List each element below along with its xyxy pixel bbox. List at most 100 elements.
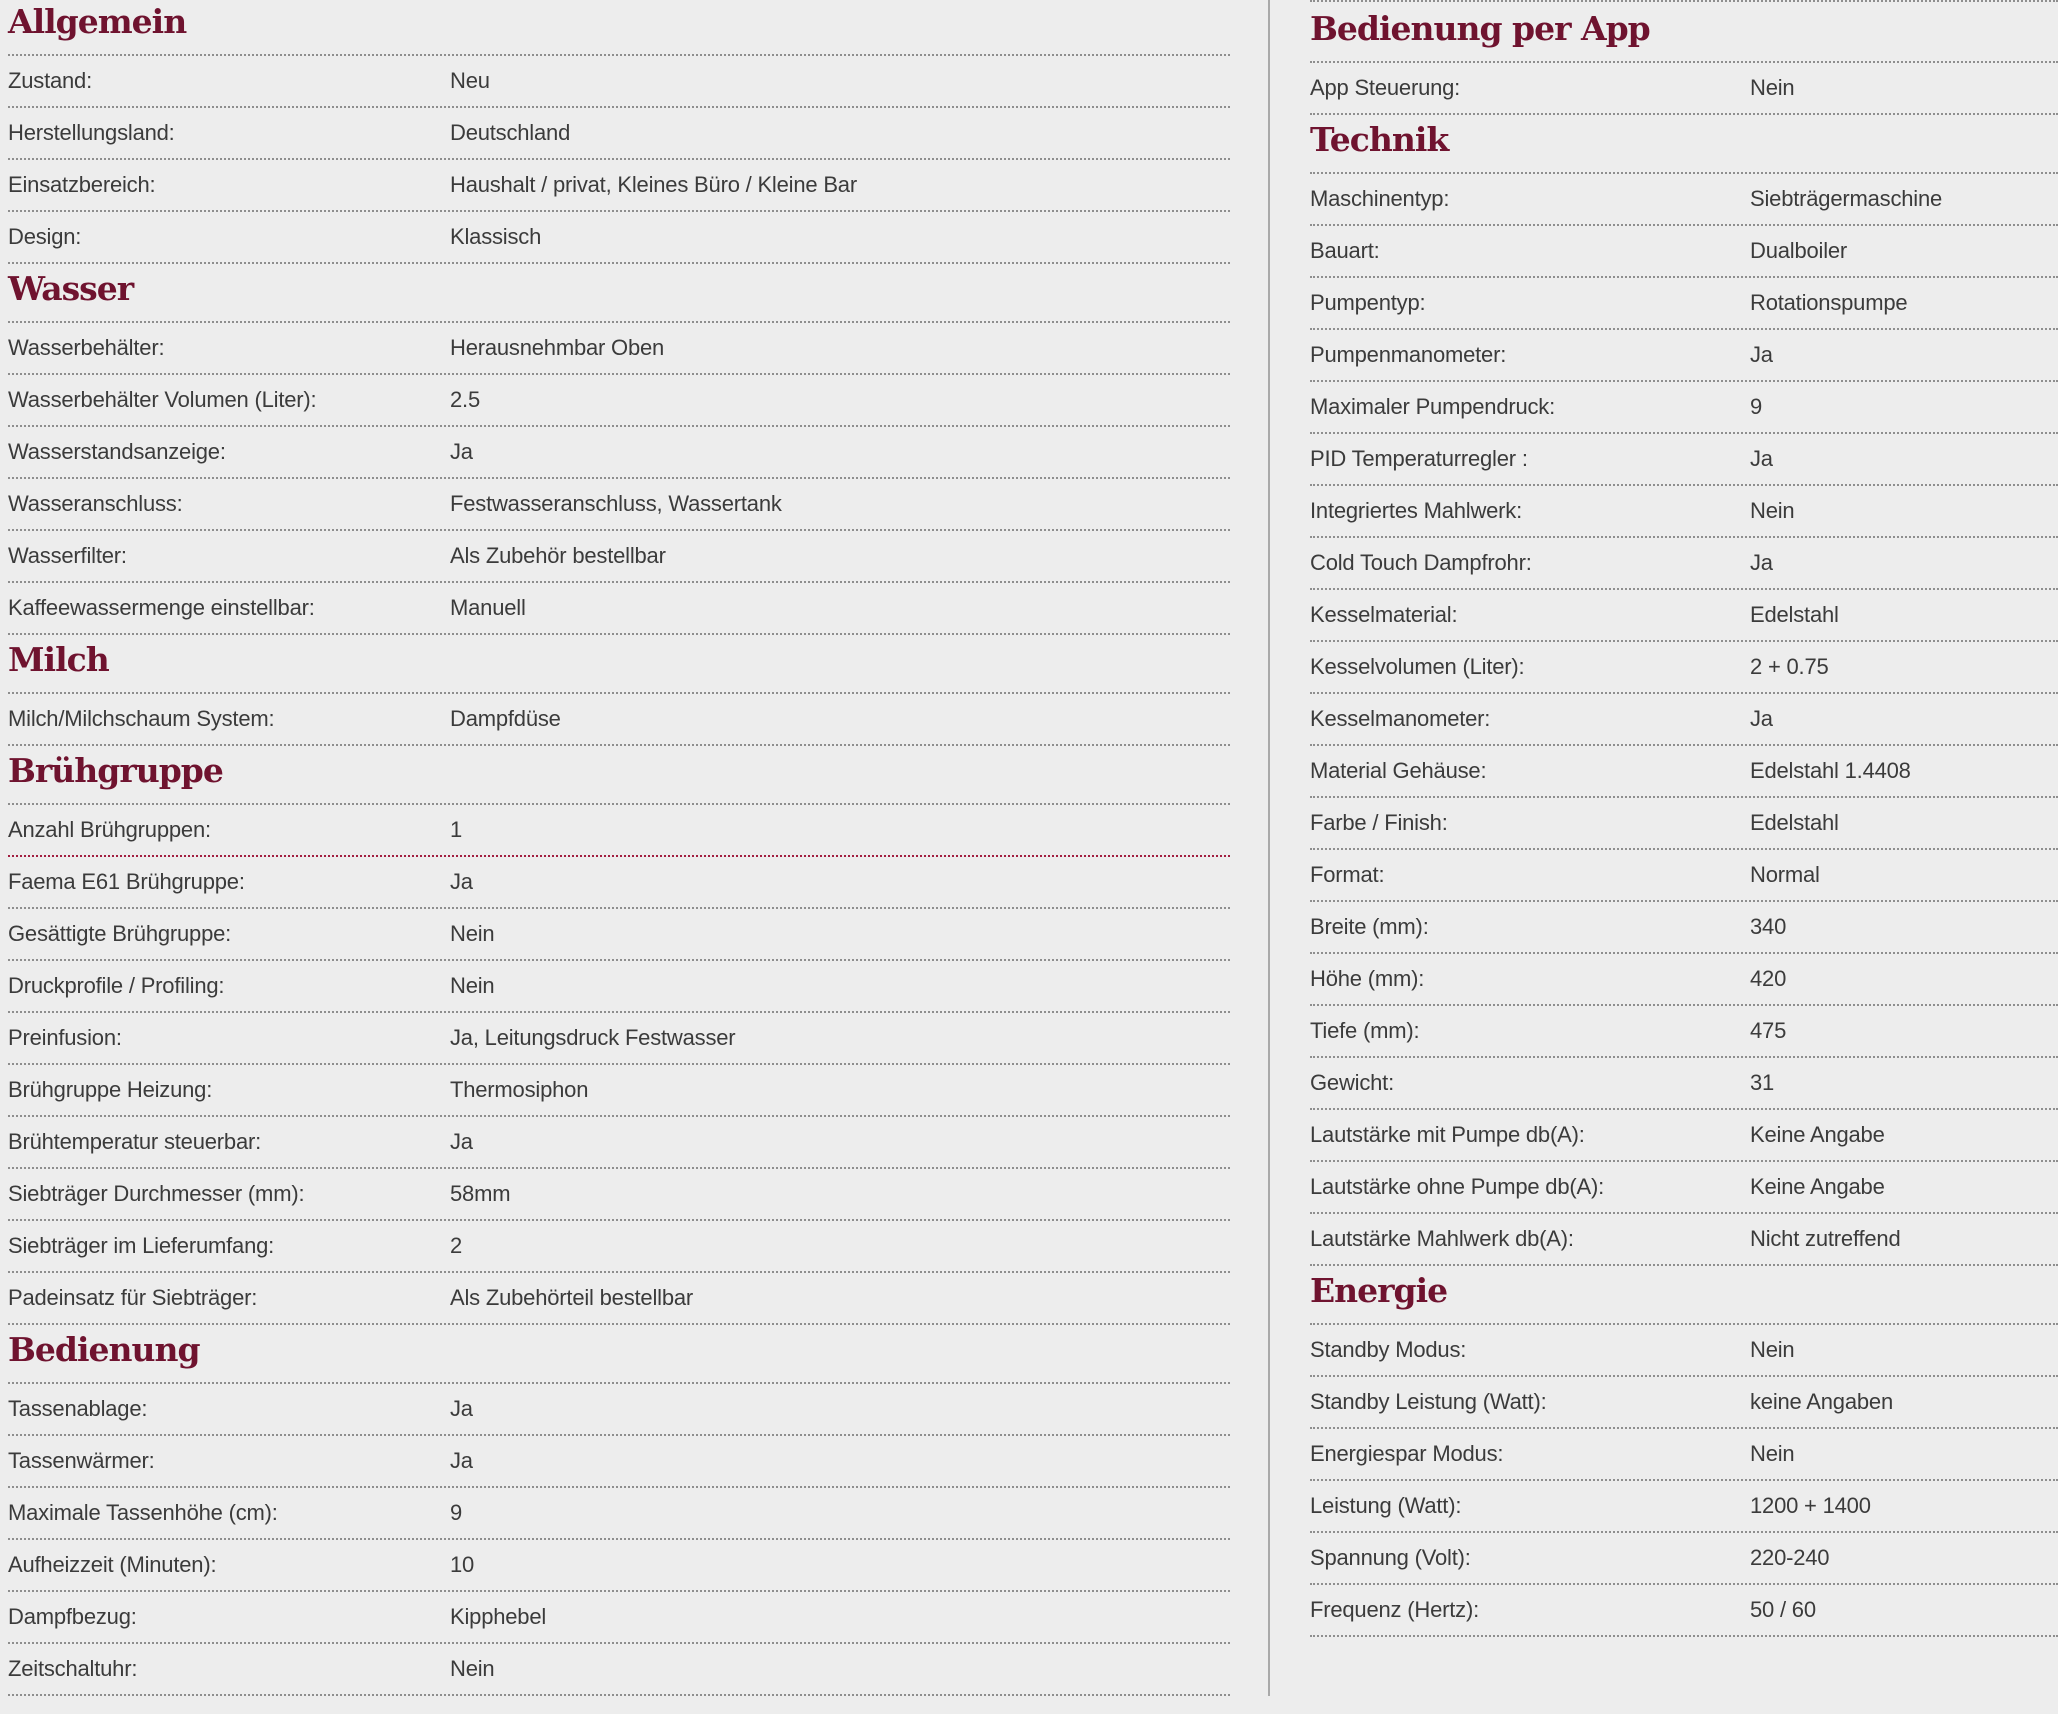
spec-label: Milch/Milchschaum System: (8, 706, 275, 731)
spec-row: Druckprofile / Profiling: Nein (8, 961, 1230, 1013)
spec-value: keine Angaben (1750, 1389, 1893, 1414)
spec-value: 2 (450, 1233, 463, 1258)
spec-row: PID Temperaturregler : Ja (1310, 434, 2058, 486)
spec-value: Nein (450, 921, 495, 946)
spec-value: Klassisch (450, 224, 542, 249)
spec-value: Nicht zutreffend (1750, 1226, 1901, 1251)
spec-row: Maximale Tassenhöhe (cm): 9 (8, 1488, 1230, 1540)
spec-row: Frequenz (Hertz): 50 / 60 (1310, 1585, 2058, 1637)
spec-row: Gewicht: 31 (1310, 1058, 2058, 1110)
section-energie: Energie Standby Modus: Nein Standby Leistun… (1310, 1266, 2058, 1637)
spec-row: Wasserbehälter: Herausnehmbar Oben (8, 323, 1230, 375)
spec-value: Ja (450, 1448, 473, 1473)
spec-value: Haushalt / privat, Kleines Büro / Kleine… (450, 172, 857, 197)
spec-row: Spannung (Volt): 220-240 (1310, 1533, 2058, 1585)
spec-value: Dampfdüse (450, 706, 561, 731)
spec-label: Lautstärke Mahlwerk db(A): (1310, 1226, 1574, 1251)
spec-label: Wasserbehälter Volumen (Liter): (8, 387, 317, 412)
spec-label: Siebträger Durchmesser (mm): (8, 1181, 305, 1206)
spec-value: Nein (1750, 498, 1795, 523)
spec-label: Kaffeewassermenge einstellbar: (8, 595, 315, 620)
section-title: Technik (1310, 115, 2058, 174)
spec-row: Design: Klassisch (8, 212, 1230, 264)
spec-label: Maximale Tassenhöhe (cm): (8, 1500, 278, 1525)
section-title: Bedienung per App (1310, 0, 2058, 63)
spec-value: Nein (1750, 1337, 1795, 1362)
spec-label: Herstellungsland: (8, 120, 175, 145)
spec-label: Standby Leistung (Watt): (1310, 1389, 1547, 1414)
section-wasser: Wasser Wasserbehälter: Herausnehmbar Oben W… (8, 264, 1230, 635)
spec-label: Wasserfilter: (8, 543, 127, 568)
spec-label: Tassenablage: (8, 1396, 148, 1421)
spec-label: Faema E61 Brühgruppe: (8, 869, 245, 894)
spec-row: Cold Touch Dampfrohr: Ja (1310, 538, 2058, 590)
spec-column-left: Allgemein Zustand: Neu Herstellungsland: Deu… (8, 0, 1230, 1696)
spec-row: Kesselvolumen (Liter): 2 + 0.75 (1310, 642, 2058, 694)
spec-value: 340 (1750, 914, 1787, 939)
spec-value: Ja (450, 869, 473, 894)
spec-value: 220-240 (1750, 1545, 1830, 1570)
spec-row: Brühgruppe Heizung: Thermosiphon (8, 1065, 1230, 1117)
spec-value: Herausnehmbar Oben (450, 335, 665, 360)
spec-label: Brühtemperatur steuerbar: (8, 1129, 262, 1154)
spec-value: Manuell (450, 595, 526, 620)
spec-value: Ja (1750, 342, 1773, 367)
spec-label: Einsatzbereich: (8, 172, 156, 197)
spec-label: Lautstärke mit Pumpe db(A): (1310, 1122, 1585, 1147)
spec-value: Nein (450, 1656, 495, 1681)
spec-label: Farbe / Finish: (1310, 810, 1448, 835)
section-title: Milch (8, 635, 1230, 694)
spec-label: Gesättigte Brühgruppe: (8, 921, 232, 946)
spec-row: Zustand: Neu (8, 56, 1230, 108)
spec-value: Ja (450, 1396, 473, 1421)
spec-row: Pumpenmanometer: Ja (1310, 330, 2058, 382)
spec-label: Kesselmaterial: (1310, 602, 1458, 627)
spec-label: Pumpentyp: (1310, 290, 1426, 315)
section-title: Brühgruppe (8, 746, 1230, 805)
spec-row: Anzahl Brühgruppen: 1 (8, 805, 1230, 857)
spec-label: Preinfusion: (8, 1025, 122, 1050)
spec-label: Wasseranschluss: (8, 491, 183, 516)
spec-value: Als Zubehörteil bestellbar (450, 1285, 694, 1310)
spec-row: Wasseranschluss: Festwasseranschluss, Was… (8, 479, 1230, 531)
spec-label: Siebträger im Lieferumfang: (8, 1233, 275, 1258)
spec-row: Kesselmaterial: Edelstahl (1310, 590, 2058, 642)
spec-label: Integriertes Mahlwerk: (1310, 498, 1523, 523)
section-title: Energie (1310, 1266, 2058, 1325)
spec-label: PID Temperaturregler : (1310, 446, 1528, 471)
spec-label: Wasserbehälter: (8, 335, 165, 360)
spec-label: Bauart: (1310, 238, 1380, 263)
spec-row: Höhe (mm): 420 (1310, 954, 2058, 1006)
spec-column-right: Bedienung per App App Steuerung: Nein Techn… (1310, 0, 2058, 1696)
spec-row: Tassenablage: Ja (8, 1384, 1230, 1436)
spec-row: Bauart: Dualboiler (1310, 226, 2058, 278)
spec-label: Energiespar Modus: (1310, 1441, 1504, 1466)
spec-value: 475 (1750, 1018, 1787, 1043)
spec-row: Einsatzbereich: Haushalt / privat, Kleine… (8, 160, 1230, 212)
spec-row: Aufheizzeit (Minuten): 10 (8, 1540, 1230, 1592)
spec-value: 9 (1750, 394, 1763, 419)
section-technik: Technik Maschinentyp: Siebträgermaschine Ba… (1310, 115, 2058, 1266)
spec-row: Kesselmanometer: Ja (1310, 694, 2058, 746)
spec-label: App Steuerung: (1310, 75, 1461, 100)
spec-value: Festwasseranschluss, Wassertank (450, 491, 782, 516)
spec-value: Ja (1750, 550, 1773, 575)
section-milch: Milch Milch/Milchschaum System: Dampfdüse (8, 635, 1230, 746)
section-allgemein: Allgemein Zustand: Neu Herstellungsland: Deu… (8, 0, 1230, 264)
spec-value: Keine Angabe (1750, 1174, 1885, 1199)
spec-value: Ja (450, 1129, 473, 1154)
spec-row: Wasserbehälter Volumen (Liter): 2.5 (8, 375, 1230, 427)
spec-row: Material Gehäuse: Edelstahl 1.4408 (1310, 746, 2058, 798)
spec-row: Siebträger im Lieferumfang: 2 (8, 1221, 1230, 1273)
spec-value: Edelstahl (1750, 810, 1839, 835)
spec-row: Padeinsatz für Siebträger: Als Zubehörtei… (8, 1273, 1230, 1325)
spec-value: Nein (1750, 75, 1795, 100)
spec-value: 1 (450, 817, 463, 842)
section-br-hgruppe: Brühgruppe Anzahl Brühgruppen: 1 Faema E61 … (8, 746, 1230, 1325)
spec-label: Anzahl Brühgruppen: (8, 817, 211, 842)
spec-label: Kesselmanometer: (1310, 706, 1491, 731)
spec-label: Maschinentyp: (1310, 186, 1450, 211)
spec-label: Zeitschaltuhr: (8, 1656, 138, 1681)
spec-row: Zeitschaltuhr: Nein (8, 1644, 1230, 1696)
spec-value: 2.5 (450, 387, 480, 412)
